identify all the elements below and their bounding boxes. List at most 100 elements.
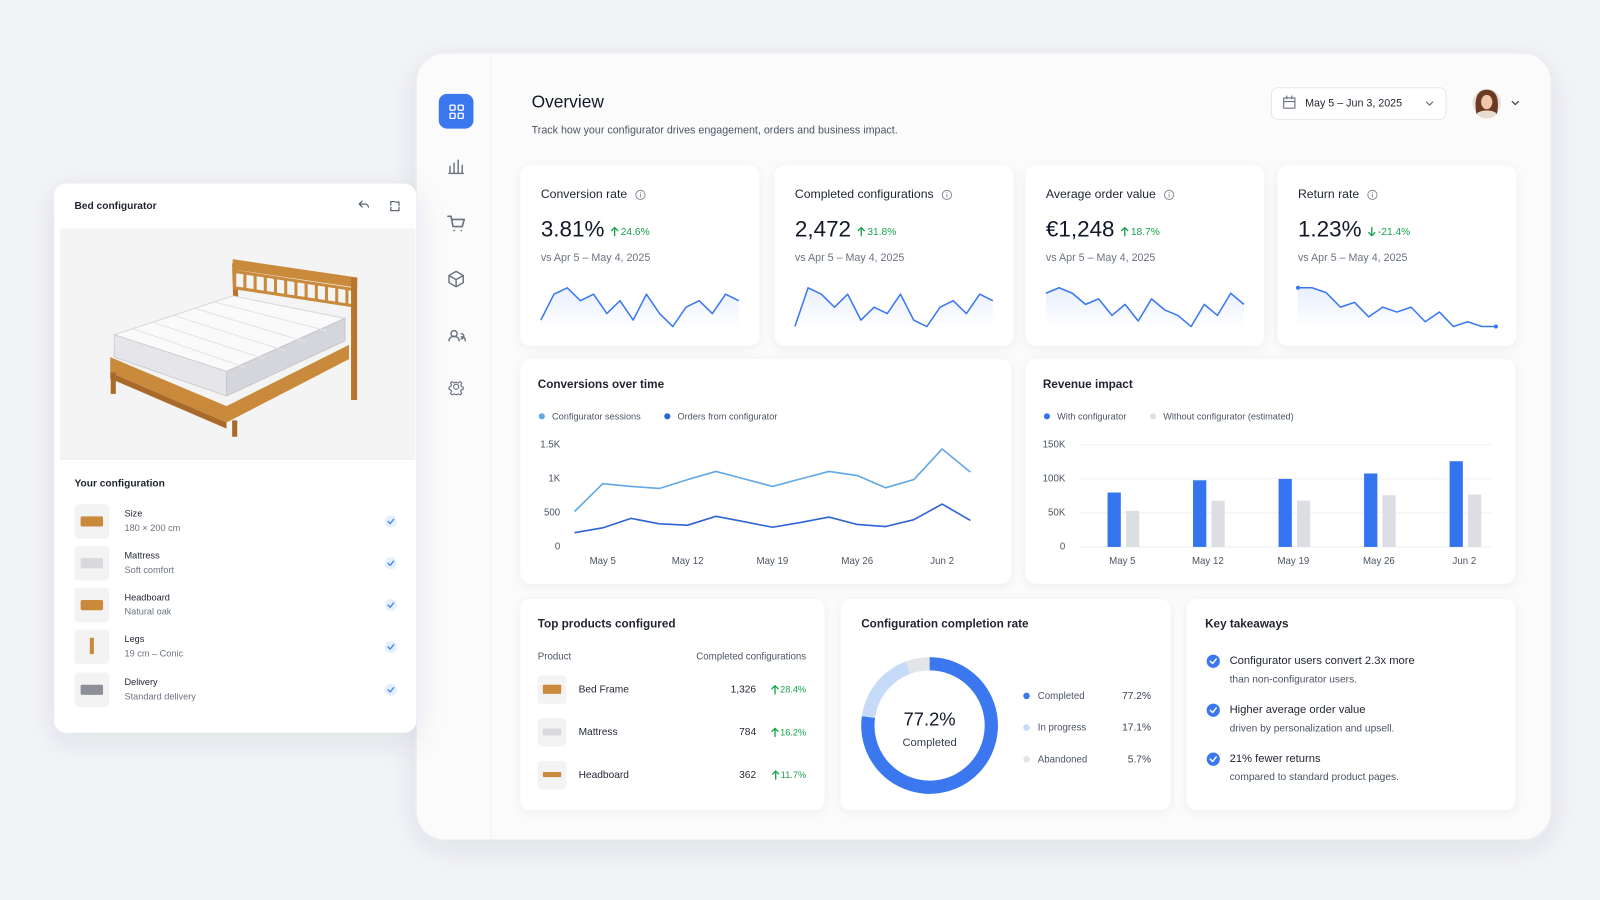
bar bbox=[1107, 492, 1121, 547]
panel-title: Bed configurator bbox=[74, 201, 156, 212]
option-thumbnail-shape bbox=[80, 516, 104, 527]
nav-customers bbox=[448, 329, 467, 342]
legend-label: Without configurator (estimated) bbox=[1163, 411, 1294, 421]
y-tick-label: 0 bbox=[1060, 542, 1066, 553]
card bbox=[1186, 598, 1516, 811]
product-change: 28.4% bbox=[780, 685, 806, 695]
card bbox=[1025, 165, 1265, 346]
y-tick-label: 50K bbox=[1048, 507, 1066, 518]
product-count: 1,326 bbox=[731, 684, 757, 695]
legend-label: Orders from configurator bbox=[677, 411, 777, 421]
x-tick-label: May 5 bbox=[1109, 556, 1135, 567]
check-icon bbox=[384, 640, 397, 654]
avatar-face bbox=[1481, 94, 1493, 110]
undo-icon[interactable] bbox=[358, 200, 369, 208]
product-name: Headboard bbox=[579, 770, 630, 781]
option-label: Delivery bbox=[124, 677, 158, 687]
sparkline bbox=[794, 286, 994, 328]
check-mark bbox=[387, 560, 395, 567]
chart-title: Configuration completion rate bbox=[861, 618, 1029, 631]
x-tick-label: Jun 2 bbox=[1453, 556, 1477, 567]
product-change: 11.7% bbox=[781, 770, 806, 780]
takeaway-title: Configurator users convert 2.3x more bbox=[1230, 655, 1415, 667]
check-mark bbox=[387, 602, 395, 608]
bed-illustration bbox=[110, 259, 358, 437]
change-arrow bbox=[1121, 226, 1129, 237]
check-mark bbox=[387, 644, 395, 650]
donut-center-label: Completed bbox=[902, 737, 956, 749]
info-icon bbox=[1367, 189, 1378, 200]
sparkline-dot bbox=[1295, 285, 1300, 290]
sparkline-area bbox=[1297, 287, 1496, 329]
legend-value: 17.1% bbox=[1122, 723, 1151, 734]
product-count: 784 bbox=[739, 727, 756, 738]
x-tick-label: Jun 2 bbox=[930, 556, 954, 567]
chevron-icon bbox=[1511, 100, 1519, 106]
nav-icon-tile bbox=[449, 104, 456, 111]
check-icon bbox=[1206, 752, 1220, 766]
dashboard: Overview Track how your configurator driv… bbox=[438, 87, 1519, 811]
x-tick-label: May 12 bbox=[672, 556, 704, 567]
check-mark bbox=[1209, 658, 1217, 665]
kpi-value: €1,248 bbox=[1046, 217, 1115, 242]
takeaway-title: Higher average order value bbox=[1230, 704, 1366, 716]
option-label: Legs bbox=[124, 634, 144, 644]
y-tick-label: 100K bbox=[1043, 473, 1066, 484]
change-arrow bbox=[771, 770, 780, 780]
option-thumbnail-shape bbox=[80, 558, 104, 569]
kpi-value: 2,472 bbox=[795, 217, 851, 242]
takeaway-text: driven by personalization and upsell. bbox=[1230, 723, 1395, 734]
mattress-quilting bbox=[132, 301, 327, 368]
check-mark bbox=[1209, 707, 1217, 714]
product-thumbnail-shape bbox=[542, 772, 562, 778]
bar bbox=[1364, 473, 1378, 547]
headboard-rail bbox=[232, 259, 358, 288]
bar bbox=[1211, 500, 1225, 547]
legend-label: Abandoned bbox=[1038, 754, 1088, 765]
bed-frame-side bbox=[110, 372, 227, 429]
card bbox=[1277, 165, 1517, 346]
option-value: 19 cm – Conic bbox=[124, 649, 183, 659]
y-tick-label: 150K bbox=[1043, 439, 1066, 450]
bar bbox=[1467, 494, 1482, 547]
x-tick-label: May 26 bbox=[841, 556, 873, 567]
check-icon bbox=[1206, 654, 1220, 668]
legend-swatch bbox=[1023, 755, 1030, 763]
calendar-icon bbox=[1283, 95, 1296, 109]
change-arrow bbox=[857, 226, 865, 237]
chart-title: Conversions over time bbox=[538, 378, 665, 391]
chart-title: Revenue impact bbox=[1043, 378, 1133, 391]
nav-analytics bbox=[448, 159, 464, 175]
check-icon bbox=[1206, 703, 1220, 717]
kpi-value: 3.81% bbox=[541, 217, 605, 242]
takeaway-text: compared to standard product pages. bbox=[1230, 772, 1399, 783]
option-value: Standard delivery bbox=[124, 691, 196, 701]
expand-icon[interactable] bbox=[390, 200, 400, 212]
legend-swatch bbox=[538, 413, 545, 420]
kpi-value: 1.23% bbox=[1298, 217, 1362, 242]
date-picker[interactable] bbox=[1270, 87, 1447, 120]
option-label: Mattress bbox=[124, 551, 160, 561]
check-mark bbox=[387, 518, 395, 525]
check-icon bbox=[384, 683, 397, 696]
legend-value: 5.7% bbox=[1128, 754, 1151, 765]
product-name: Bed Frame bbox=[579, 684, 630, 695]
sparkline-area bbox=[1045, 287, 1244, 329]
bar bbox=[1296, 500, 1311, 547]
chevron-icon bbox=[1425, 101, 1434, 106]
nav-orders bbox=[447, 215, 466, 232]
nav-overview[interactable] bbox=[438, 93, 474, 129]
kpi-label: Average order value bbox=[1046, 187, 1156, 201]
line-series bbox=[574, 503, 971, 534]
check-mark bbox=[1209, 756, 1217, 763]
change-arrow bbox=[771, 727, 779, 738]
kpi-change: 31.8% bbox=[867, 227, 896, 238]
donut-segment bbox=[861, 661, 911, 719]
donut-segment bbox=[861, 657, 998, 794]
donut-center-value: 77.2% bbox=[904, 708, 956, 729]
option-value: Soft comfort bbox=[124, 565, 174, 575]
bar bbox=[1449, 461, 1463, 547]
takeaway-title: 21% fewer returns bbox=[1230, 753, 1321, 765]
info-icon bbox=[635, 189, 646, 200]
